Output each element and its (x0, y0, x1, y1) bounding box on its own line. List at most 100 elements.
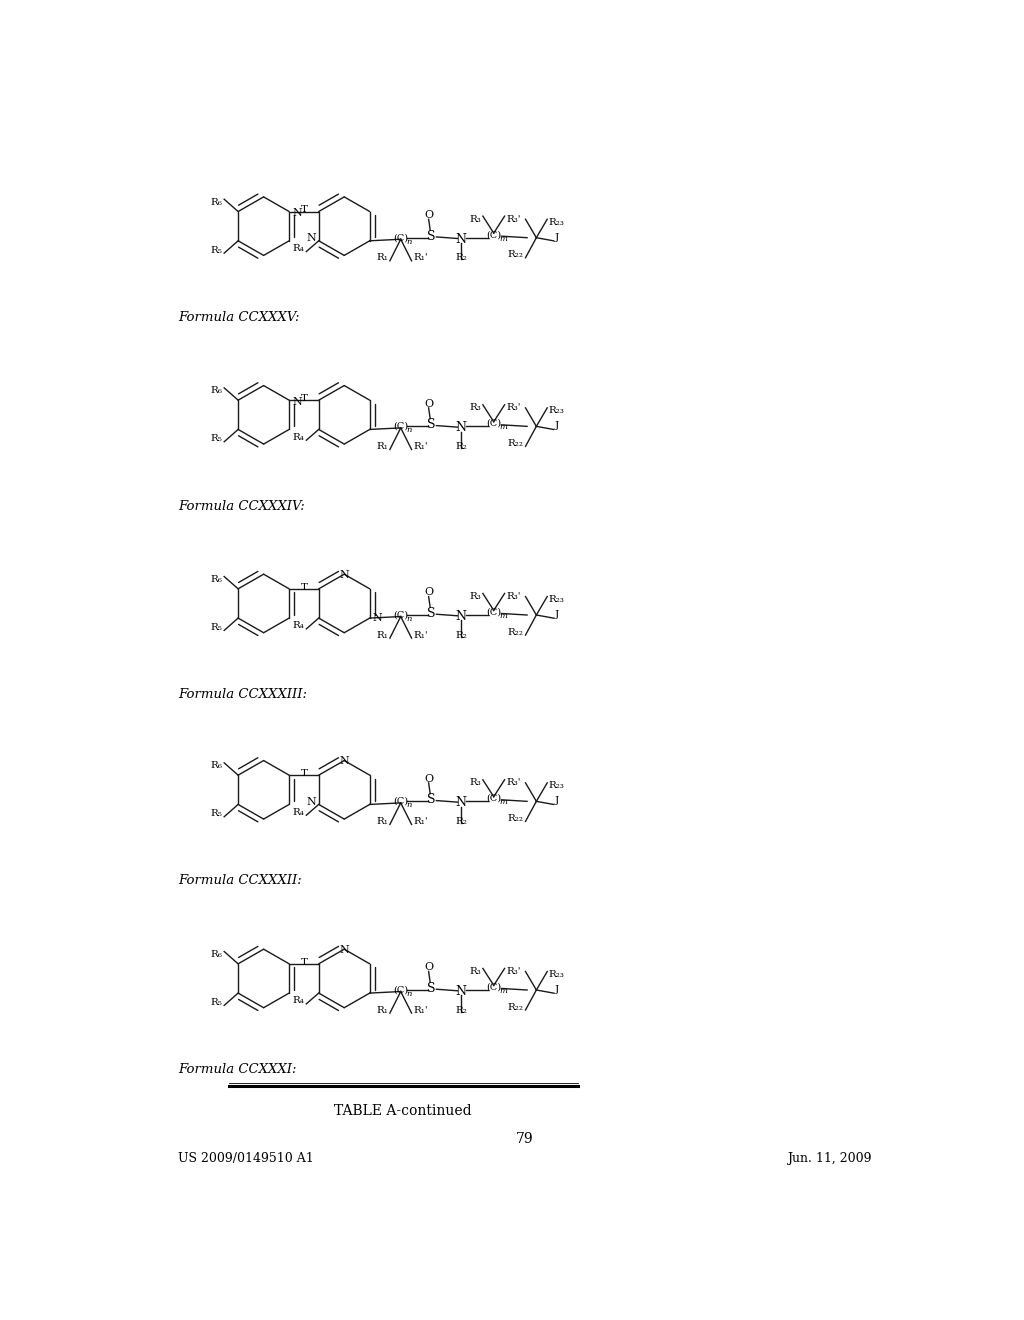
Text: R₂₂: R₂₂ (508, 251, 524, 259)
Text: R₁: R₁ (377, 631, 388, 640)
Text: N: N (292, 397, 302, 407)
Text: R₁': R₁' (413, 631, 428, 640)
Text: O: O (424, 587, 433, 597)
Text: R₃': R₃' (506, 215, 520, 223)
Text: R₁': R₁' (413, 442, 428, 451)
Text: N: N (373, 612, 383, 623)
Text: N: N (306, 234, 316, 243)
Text: J: J (555, 610, 559, 619)
Text: R₃': R₃' (506, 404, 520, 412)
Text: (C): (C) (486, 607, 502, 616)
Text: R₂₃: R₂₃ (549, 595, 564, 605)
Text: n: n (407, 426, 412, 434)
Text: N: N (456, 985, 467, 998)
Text: R₄: R₄ (293, 622, 305, 631)
Text: R₅: R₅ (211, 246, 222, 255)
Text: (C): (C) (486, 982, 502, 991)
Text: R₃': R₃' (506, 591, 520, 601)
Text: (C): (C) (393, 797, 409, 807)
Text: T: T (300, 958, 307, 966)
Text: R₃: R₃ (470, 591, 481, 601)
Text: R₁': R₁' (413, 1006, 428, 1015)
Text: S: S (427, 982, 436, 995)
Text: m: m (499, 424, 507, 432)
Text: (C): (C) (393, 422, 409, 430)
Text: O: O (424, 399, 433, 409)
Text: J: J (555, 796, 559, 805)
Text: R₂₂: R₂₂ (508, 814, 524, 822)
Text: R₂₂: R₂₂ (508, 627, 524, 636)
Text: R₆: R₆ (211, 198, 222, 207)
Text: n: n (407, 615, 412, 623)
Text: (C): (C) (486, 418, 502, 428)
Text: n: n (407, 990, 412, 998)
Text: T: T (300, 770, 307, 777)
Text: (C): (C) (486, 793, 502, 803)
Text: R₂: R₂ (456, 817, 467, 826)
Text: R₂₂: R₂₂ (508, 1003, 524, 1011)
Text: O: O (424, 210, 433, 220)
Text: R₂: R₂ (456, 253, 467, 263)
Text: R₃': R₃' (506, 966, 520, 975)
Text: R₂: R₂ (456, 442, 467, 451)
Text: R₁': R₁' (413, 817, 428, 826)
Text: R₄: R₄ (293, 433, 305, 442)
Text: n: n (407, 238, 412, 246)
Text: Formula CCXXXIII:: Formula CCXXXIII: (178, 688, 307, 701)
Text: T: T (300, 395, 307, 403)
Text: R₂₃: R₂₃ (549, 781, 564, 791)
Text: R₁: R₁ (377, 442, 388, 451)
Text: (C): (C) (393, 986, 409, 995)
Text: R₃': R₃' (506, 779, 520, 787)
Text: R₄: R₄ (293, 808, 305, 817)
Text: N: N (292, 209, 302, 218)
Text: S: S (427, 230, 436, 243)
Text: R₃: R₃ (470, 215, 481, 223)
Text: N: N (306, 797, 316, 807)
Text: R₅: R₅ (211, 998, 222, 1007)
Text: (C): (C) (393, 234, 409, 243)
Text: R₃: R₃ (470, 966, 481, 975)
Text: (C): (C) (486, 230, 502, 239)
Text: Formula CCXXXV:: Formula CCXXXV: (178, 312, 300, 323)
Text: Formula CCXXXI:: Formula CCXXXI: (178, 1063, 297, 1076)
Text: N: N (339, 945, 349, 954)
Text: Formula CCXXXIV:: Formula CCXXXIV: (178, 499, 305, 512)
Text: R₂₃: R₂₃ (549, 218, 564, 227)
Text: US 2009/0149510 A1: US 2009/0149510 A1 (178, 1151, 314, 1164)
Text: R₃: R₃ (470, 779, 481, 787)
Text: m: m (499, 612, 507, 620)
Text: R₂₃: R₂₃ (549, 970, 564, 979)
Text: T: T (300, 582, 307, 591)
Text: R₅: R₅ (211, 623, 222, 632)
Text: O: O (424, 962, 433, 973)
Text: (C): (C) (393, 611, 409, 619)
Text: R₂: R₂ (456, 631, 467, 640)
Text: R₆: R₆ (211, 387, 222, 395)
Text: n: n (407, 801, 412, 809)
Text: N: N (339, 570, 349, 579)
Text: R₂₂: R₂₂ (508, 440, 524, 447)
Text: 79: 79 (516, 1133, 534, 1147)
Text: J: J (555, 985, 559, 994)
Text: N: N (456, 610, 467, 623)
Text: R₅: R₅ (211, 809, 222, 818)
Text: R₅: R₅ (211, 434, 222, 444)
Text: S: S (427, 793, 436, 807)
Text: R₆: R₆ (211, 576, 222, 583)
Text: N: N (456, 421, 467, 434)
Text: T: T (300, 206, 307, 214)
Text: O: O (424, 774, 433, 784)
Text: R₆: R₆ (211, 762, 222, 771)
Text: R₂: R₂ (456, 1006, 467, 1015)
Text: J: J (555, 232, 559, 242)
Text: R₄: R₄ (293, 244, 305, 253)
Text: R₂₃: R₂₃ (549, 407, 564, 416)
Text: R₄: R₄ (293, 997, 305, 1006)
Text: R₁: R₁ (377, 253, 388, 263)
Text: m: m (499, 235, 507, 243)
Text: m: m (499, 799, 507, 807)
Text: Formula CCXXXII:: Formula CCXXXII: (178, 874, 302, 887)
Text: S: S (427, 607, 436, 620)
Text: R₁: R₁ (377, 1006, 388, 1015)
